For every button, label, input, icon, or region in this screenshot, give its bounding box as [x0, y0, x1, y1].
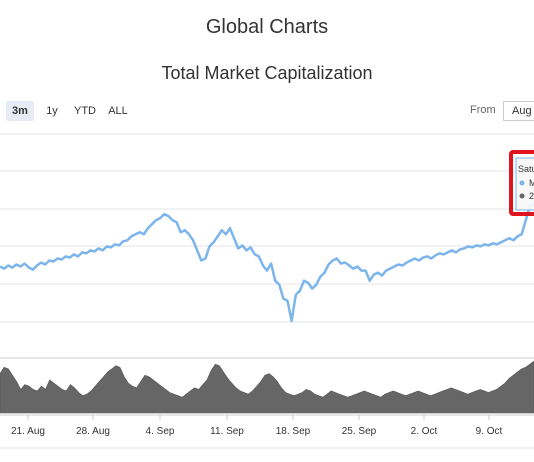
x-tick-label: 28. Aug	[76, 426, 110, 437]
gridlines	[0, 133, 534, 449]
volume-area-group	[0, 360, 534, 414]
range-button-3m[interactable]: 3m	[6, 101, 34, 121]
x-tick-label: 11. Sep	[210, 426, 244, 437]
market-cap-line	[0, 202, 534, 323]
tooltip-row-text: M	[529, 178, 534, 188]
tooltip-row-text: 2	[529, 191, 534, 201]
range-button-1y[interactable]: 1y	[46, 105, 58, 117]
x-tick-label: 21. Aug	[11, 426, 45, 437]
volume-area	[0, 360, 534, 414]
tooltip-marker	[519, 180, 525, 186]
range-button-ytd[interactable]: YTD	[74, 105, 96, 117]
x-axis: 21. Aug 28. Aug 4. Sep 11. Sep 18. Sep 25. Se…	[11, 415, 503, 437]
highlight-box	[509, 150, 534, 216]
main-series-group	[0, 202, 534, 323]
tooltip-header: Satu	[518, 164, 534, 174]
x-tick-label: 25. Sep	[342, 426, 377, 437]
tooltip-marker	[519, 193, 525, 199]
range-button-all[interactable]: ALL	[108, 105, 128, 117]
tooltip: Satu M 2	[509, 150, 534, 216]
x-tick-label: 18. Sep	[276, 426, 311, 437]
x-tick-label: 4. Sep	[146, 426, 175, 437]
from-date-input[interactable]: Aug	[503, 101, 534, 121]
from-label: From	[470, 104, 496, 116]
x-tick-label: 2. Oct	[411, 426, 438, 437]
x-tick-label: 9. Oct	[476, 426, 503, 437]
chart-title: Total Market Capitalization	[161, 63, 373, 83]
page-title: Global Charts	[205, 16, 329, 38]
